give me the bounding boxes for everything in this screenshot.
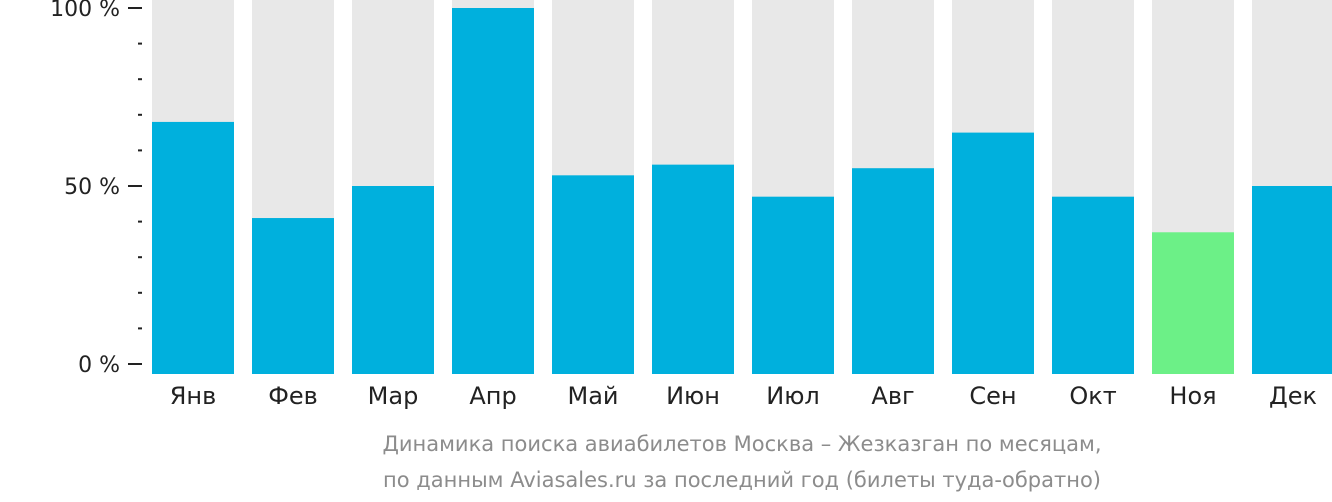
x-tick-label: Мар <box>368 382 419 410</box>
x-tick-label: Июл <box>766 382 820 410</box>
x-tick-label: Фев <box>268 382 318 410</box>
chart-caption-line-1: Динамика поиска авиабилетов Москва – Жез… <box>382 432 1102 456</box>
x-tick-label: Ноя <box>1169 382 1216 410</box>
bar-7[interactable] <box>852 168 934 374</box>
bar-5[interactable] <box>652 164 734 374</box>
x-tick-label: Янв <box>170 382 217 410</box>
y-tick-label: 0 % <box>78 353 120 378</box>
y-tick-label: 100 % <box>50 0 120 22</box>
bar-3[interactable] <box>452 8 534 374</box>
x-tick-label: Май <box>567 382 618 410</box>
chart-caption-line-2: по данным Aviasales.ru за последний год … <box>383 468 1101 492</box>
x-tick-label: Авг <box>871 382 914 410</box>
bar-4[interactable] <box>552 175 634 374</box>
bar-10[interactable] <box>1152 232 1234 374</box>
bar-8[interactable] <box>952 132 1034 374</box>
x-tick-label: Дек <box>1269 382 1317 410</box>
bar-chart: 0 % 50 % 100 % Янв Фев Мар Апр Май Июн Июл Авг Сен О… <box>50 0 1332 410</box>
bar-2[interactable] <box>352 186 434 374</box>
bar-1[interactable] <box>252 218 334 374</box>
x-tick-label: Окт <box>1069 382 1116 410</box>
bar-6[interactable] <box>752 196 834 374</box>
y-tick-label: 50 % <box>64 175 120 200</box>
bar-9[interactable] <box>1052 196 1134 374</box>
x-tick-label: Апр <box>469 382 516 410</box>
bar-0[interactable] <box>152 121 234 374</box>
x-tick-label: Июн <box>666 382 720 410</box>
bar-11[interactable] <box>1252 186 1332 374</box>
x-tick-label: Сен <box>969 382 1016 410</box>
